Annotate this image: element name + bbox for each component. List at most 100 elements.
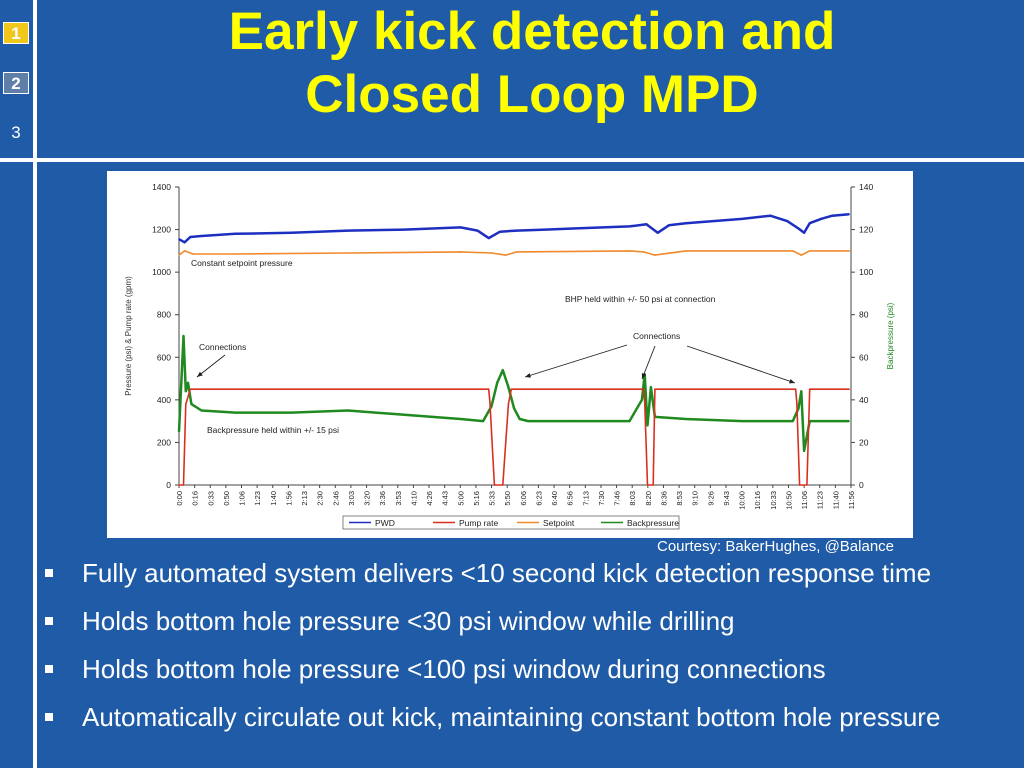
- annotation-setpoint: Constant setpoint pressure: [191, 258, 293, 268]
- y-axis-label-left: Pressure (psi) & Pump rate (gpm): [124, 276, 133, 396]
- data-point-pwd: [831, 214, 833, 217]
- x-tick-label: 9:10: [691, 491, 700, 506]
- data-point-pwd: [786, 220, 788, 222]
- data-point-backpressure: [185, 390, 187, 393]
- data-point-pwd: [487, 237, 490, 239]
- y-tick-label-right: 100: [859, 267, 873, 277]
- annotation-arrowhead: [789, 379, 795, 384]
- slide-nav-3[interactable]: 3: [11, 123, 21, 142]
- data-point-backpressure: [803, 450, 805, 452]
- data-point-pwd: [656, 232, 659, 234]
- y-tick-label-right: 20: [859, 437, 869, 447]
- data-point-pwd: [189, 236, 192, 238]
- x-tick-label: 2:30: [316, 491, 325, 506]
- x-tick-label: 5:16: [472, 491, 481, 506]
- data-point-pump-rate: [507, 403, 510, 405]
- x-tick-label: 10:50: [784, 491, 793, 510]
- data-point-pump-rate: [794, 388, 797, 390]
- series-line-pwd: [178, 212, 850, 244]
- data-point-setpoint: [628, 250, 631, 252]
- data-point-pwd: [234, 233, 237, 235]
- data-point-setpoint: [504, 254, 507, 256]
- data-point-backpressure: [403, 414, 406, 416]
- data-point-setpoint: [347, 252, 349, 254]
- data-point-backpressure: [814, 420, 817, 422]
- data-point-backpressure: [178, 431, 180, 433]
- data-point-setpoint: [685, 250, 687, 252]
- legend-box: [342, 515, 680, 530]
- data-point-pump-rate: [487, 388, 490, 390]
- series-line-setpoint: [178, 250, 850, 256]
- annotation-arrow: [524, 344, 628, 378]
- bullet-text: Fully automated system delivers <10 seco…: [82, 558, 932, 588]
- data-point-backpressure: [187, 382, 189, 384]
- y-tick-label-left: 1000: [152, 267, 171, 277]
- x-tick-label: 9:43: [722, 491, 731, 506]
- annotation-arrow: [641, 345, 656, 380]
- data-point-pump-rate: [189, 388, 192, 390]
- data-point-pwd: [808, 222, 811, 224]
- x-tick-label: 6:56: [566, 491, 575, 506]
- data-point-backpressure: [182, 335, 185, 337]
- data-point-pwd: [459, 226, 462, 229]
- annotation-arrow: [686, 345, 796, 384]
- x-tick-label: 7:13: [581, 491, 590, 506]
- data-point-pwd: [668, 224, 670, 227]
- x-tick-label: 11:56: [847, 491, 856, 509]
- annotation-arrowhead: [525, 373, 531, 378]
- x-tick-label: 1:06: [238, 491, 247, 506]
- data-point-backpressure: [646, 424, 649, 427]
- x-tick-label: 6:06: [519, 491, 528, 506]
- data-point-pwd: [645, 223, 648, 226]
- data-point-backpressure: [848, 420, 850, 422]
- x-tick-label: 0:16: [191, 491, 200, 506]
- x-tick-label: 8:03: [628, 491, 637, 506]
- bullet-item: Holds bottom hole pressure <30 psi windo…: [40, 603, 1024, 651]
- annotation-connections-right: Connections: [633, 331, 680, 341]
- data-point-setpoint: [459, 251, 462, 253]
- data-point-pump-rate: [493, 484, 496, 486]
- x-tick-label: 0:33: [206, 491, 215, 506]
- data-point-pump-rate: [643, 401, 646, 403]
- y-tick-label-right: 120: [859, 225, 873, 235]
- y-tick-label-left: 600: [157, 352, 171, 362]
- data-point-backpressure: [797, 407, 800, 410]
- chart-container: 0 200 400 600 800 1000 1200 1400 0 20 40 60 80 100 120…: [107, 171, 913, 538]
- data-point-backpressure: [347, 409, 349, 412]
- data-point-pwd: [797, 227, 800, 230]
- data-point-backpressure: [513, 407, 515, 410]
- bullet-text: Holds bottom hole pressure <100 psi wind…: [82, 654, 826, 684]
- data-point-backpressure: [650, 386, 652, 388]
- data-point-pump-rate: [178, 484, 180, 486]
- data-point-pwd: [848, 213, 850, 215]
- x-tick-label: 1:56: [284, 491, 293, 506]
- x-tick-label: 6:40: [550, 491, 559, 506]
- x-tick-label: 3:36: [378, 491, 387, 506]
- data-point-setpoint: [642, 251, 645, 253]
- data-point-pump-rate: [654, 388, 656, 390]
- data-point-setpoint: [848, 250, 850, 252]
- data-point-backpressure: [180, 382, 183, 384]
- bullet-item: Fully automated system delivers <10 seco…: [40, 555, 1024, 603]
- slide-nav-1[interactable]: 1: [3, 22, 29, 44]
- y-tick-label-right: 80: [859, 310, 869, 320]
- data-point-backpressure: [459, 418, 462, 420]
- data-point-backpressure: [234, 411, 237, 414]
- data-point-pump-rate: [185, 403, 187, 405]
- slide-title: Early kick detection and Closed Loop MPD: [40, 0, 1024, 126]
- bullet-item: Holds bottom hole pressure <100 psi wind…: [40, 651, 1024, 699]
- title-divider: [37, 158, 1024, 162]
- data-point-backpressure: [572, 420, 574, 422]
- x-tick-label: 10:33: [769, 491, 778, 510]
- data-point-pump-rate: [796, 401, 798, 403]
- data-point-setpoint: [178, 254, 180, 256]
- data-point-pump-rate: [646, 484, 649, 486]
- bullet-text: Holds bottom hole pressure <30 psi windo…: [82, 606, 735, 636]
- data-point-pwd: [499, 230, 501, 233]
- legend-label: Backpressure: [627, 518, 679, 528]
- x-tick-label: 1:23: [253, 491, 262, 506]
- x-tick-label: 3:03: [347, 491, 356, 506]
- data-point-pwd: [628, 225, 631, 228]
- slide-nav-2[interactable]: 2: [3, 72, 29, 94]
- data-point-backpressure: [800, 390, 803, 393]
